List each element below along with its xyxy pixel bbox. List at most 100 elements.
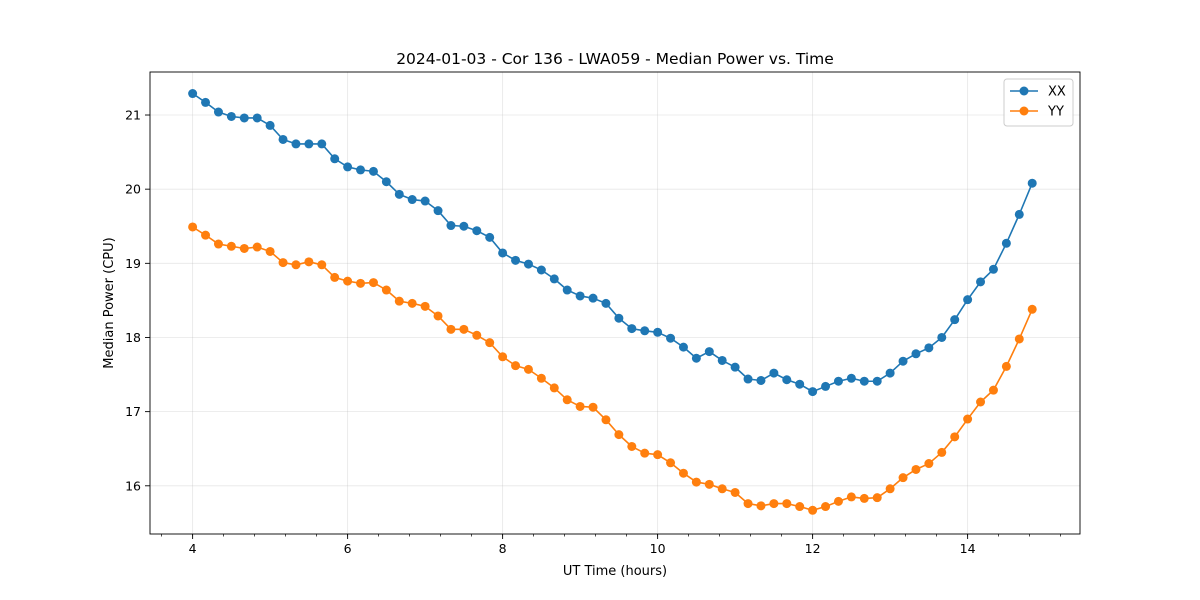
data-point-xx [213, 107, 223, 117]
data-point-yy [601, 415, 611, 425]
data-point-xx [743, 374, 753, 384]
data-point-yy [911, 464, 921, 474]
data-point-yy [678, 468, 688, 478]
data-point-xx [846, 373, 856, 383]
data-point-yy [666, 458, 676, 468]
data-point-xx [795, 379, 805, 389]
data-point-xx [666, 333, 676, 343]
data-point-xx [872, 376, 882, 386]
data-point-yy [239, 243, 249, 253]
data-point-yy [213, 239, 223, 249]
data-point-yy [317, 260, 327, 270]
data-point-xx [885, 368, 895, 378]
data-point-yy [291, 260, 301, 270]
data-point-xx [356, 165, 366, 175]
legend-yy-label: YY [1047, 105, 1064, 120]
y-tick-label: 21 [125, 108, 141, 123]
data-point-yy [356, 278, 366, 288]
data-point-xx [291, 139, 301, 149]
data-point-yy [976, 397, 986, 407]
data-point-yy [833, 496, 843, 506]
data-point-yy [575, 401, 585, 411]
data-point-xx [343, 162, 353, 172]
data-point-yy [963, 414, 973, 424]
data-point-xx [420, 196, 430, 206]
data-point-yy [937, 447, 947, 457]
data-point-yy [988, 385, 998, 395]
data-point-xx [407, 195, 417, 205]
data-point-yy [498, 352, 508, 362]
data-point-xx [226, 111, 236, 121]
data-point-yy [756, 501, 766, 511]
data-point-xx [640, 326, 650, 336]
data-point-xx [627, 324, 637, 334]
series-yy [188, 222, 1037, 515]
data-point-xx [730, 362, 740, 372]
data-point-xx [614, 313, 624, 323]
data-point-xx [756, 375, 766, 385]
data-point-xx [252, 113, 262, 123]
data-point-xx [678, 342, 688, 352]
x-tick-label: 14 [960, 541, 976, 556]
data-point-yy [226, 241, 236, 251]
data-point-xx [278, 134, 288, 144]
data-point-yy [704, 479, 714, 489]
data-point-yy [511, 361, 521, 371]
data-point-yy [924, 459, 934, 469]
data-point-xx [459, 221, 469, 231]
y-tick-label: 19 [125, 256, 141, 271]
data-point-xx [859, 376, 869, 386]
data-point-xx [976, 277, 986, 287]
data-point-yy [265, 246, 275, 256]
legend-xx-marker [1019, 86, 1029, 96]
data-point-yy [691, 477, 701, 487]
data-point-yy [950, 432, 960, 442]
data-point-xx [924, 343, 934, 353]
data-point-yy [730, 487, 740, 497]
data-point-xx [704, 347, 714, 357]
data-point-xx [911, 349, 921, 359]
data-point-xx [950, 315, 960, 325]
data-point-xx [937, 332, 947, 342]
data-point-xx [381, 177, 391, 187]
data-point-yy [304, 257, 314, 267]
data-point-xx [988, 264, 998, 274]
data-point-xx [536, 265, 546, 275]
data-point-xx [549, 274, 559, 284]
data-point-yy [433, 311, 443, 321]
plot-frame [149, 71, 1081, 535]
series-layer [188, 89, 1037, 515]
data-point-yy [743, 499, 753, 509]
ticks: 4 6 8 10 12 14 16 17 18 19 20 21 [125, 108, 1061, 556]
data-point-xx [601, 298, 611, 308]
data-point-yy [523, 364, 533, 374]
data-point-yy [1001, 361, 1011, 371]
data-point-xx [472, 226, 482, 236]
data-point-yy [769, 499, 779, 509]
data-point-xx [433, 206, 443, 216]
x-tick-label: 12 [805, 541, 821, 556]
data-point-xx [239, 113, 249, 123]
y-tick-label: 18 [125, 330, 141, 345]
data-point-xx [575, 291, 585, 301]
x-tick-label: 8 [499, 541, 507, 556]
data-point-yy [343, 276, 353, 286]
data-point-yy [872, 493, 882, 503]
data-point-xx [188, 89, 198, 99]
data-point-xx [717, 355, 727, 365]
data-point-xx [330, 154, 340, 164]
data-point-xx [446, 221, 456, 231]
data-point-xx [963, 295, 973, 305]
x-tick-label: 4 [189, 541, 197, 556]
data-point-yy [846, 492, 856, 502]
data-point-xx [769, 368, 779, 378]
data-point-yy [485, 338, 495, 348]
data-point-yy [459, 324, 469, 334]
data-point-xx [394, 189, 404, 199]
y-axis-label: Median Power (CPU) [102, 237, 117, 368]
data-point-yy [252, 242, 262, 252]
data-point-xx [1027, 178, 1037, 188]
data-point-yy [808, 505, 818, 515]
